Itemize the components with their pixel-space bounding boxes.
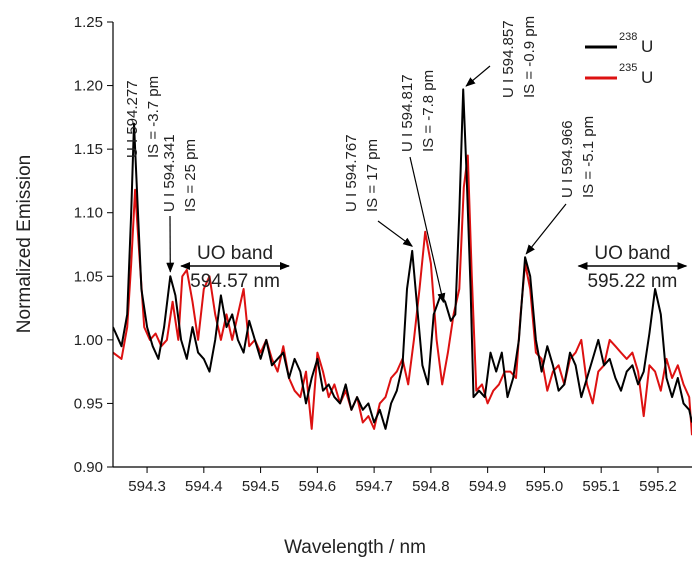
y-tick-label: 1.10 [74, 205, 103, 222]
legend-235u-label: U [641, 68, 653, 87]
x-tick-label: 594.6 [299, 478, 337, 495]
band-1-label: UO band [594, 243, 670, 264]
x-tick-label: 594.8 [412, 478, 450, 495]
y-tick-label: 0.95 [74, 395, 103, 412]
annotation-a6-arrow [525, 203, 567, 255]
band-0-value: 594.57 nm [190, 271, 280, 292]
annotation-a2-shift: IS = 25 pm [182, 139, 199, 212]
y-tick-label: 1.00 [74, 332, 103, 349]
x-tick-label: 595.1 [582, 478, 620, 495]
annotation-a4-shift: IS = -7.8 pm [420, 70, 437, 152]
y-axis-title: Normalized Emission [14, 155, 35, 333]
annotation-a1-shift: IS = -3.7 pm [145, 76, 162, 158]
annotations: U I 594.277 IS = -3.7 pmU I 594.341 IS = 2… [124, 16, 688, 304]
annotation-a2-line: U I 594.341 [161, 134, 178, 212]
annotation-a4-arrow [409, 156, 446, 304]
legend-238u-label: U [641, 37, 653, 56]
y-tick-label: 1.15 [74, 141, 103, 158]
axes: 0.90 0.95 1.00 1.05 1.10 1.15 1.20 1.25 594.3 594… [74, 14, 692, 495]
annotation-a5-shift: IS = -0.9 pm [521, 16, 538, 98]
x-tick-label: 594.7 [355, 478, 393, 495]
annotation-a3-line: U I 594.767 [343, 134, 360, 212]
y-tick-label: 1.20 [74, 78, 103, 95]
x-tick-label: 595.0 [526, 478, 564, 495]
annotation-a1-line: U I 594.277 [124, 80, 141, 158]
legend: 238 U 235 U [585, 31, 653, 87]
x-tick-label: 595.2 [639, 478, 677, 495]
series-line-238u [113, 88, 692, 430]
band-1-value: 595.22 nm [587, 271, 677, 292]
x-axis-title: Wavelength / nm [284, 537, 426, 558]
annotation-a6-line: U I 594.966 [559, 120, 576, 198]
x-tick-label: 594.4 [185, 478, 223, 495]
legend-235u-sup: 235 [619, 62, 637, 74]
series-line-235u [113, 154, 692, 436]
annotation-a5-line: U I 594.857 [500, 20, 517, 98]
x-tick-label: 594.9 [469, 478, 507, 495]
annotation-a4-line: U I 594.817 [399, 74, 416, 152]
annotation-a3-shift: IS = 17 pm [364, 139, 381, 212]
annotation-a3-arrow [377, 220, 414, 247]
band-0-label: UO band [197, 243, 273, 264]
series-layer [113, 88, 692, 436]
annotation-a5-arrow [465, 65, 491, 87]
y-tick-label: 0.90 [74, 459, 103, 476]
x-tick-label: 594.5 [242, 478, 280, 495]
legend-238u-sup: 238 [619, 31, 637, 43]
annotation-a6-shift: IS = -5.1 pm [580, 116, 597, 198]
x-tick-label: 594.3 [128, 478, 166, 495]
y-tick-label: 1.25 [74, 14, 103, 31]
y-tick-label: 1.05 [74, 268, 103, 285]
